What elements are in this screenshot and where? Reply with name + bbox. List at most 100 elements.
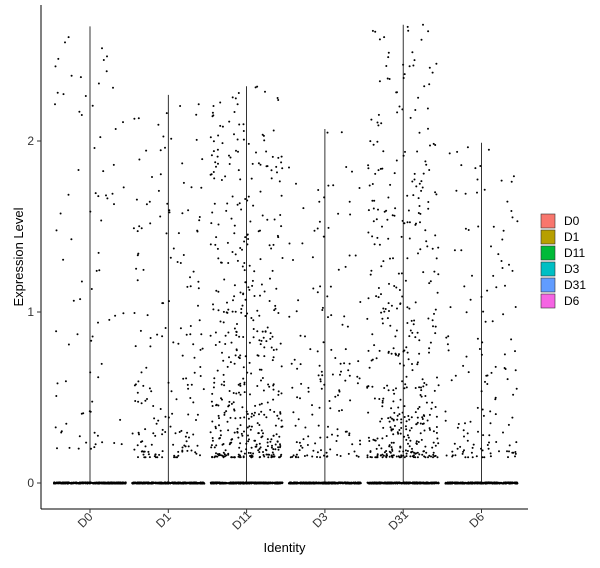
point-D3: [356, 382, 359, 385]
point-D11: [265, 150, 268, 153]
point-D11: [276, 97, 279, 99]
point-D11: [274, 448, 277, 451]
point-D31: [377, 481, 380, 484]
point-D1: [169, 482, 172, 485]
point-D3: [312, 482, 315, 485]
point-D31: [393, 172, 396, 175]
point-D1: [156, 456, 159, 459]
point-D11: [238, 357, 241, 360]
point-D11: [258, 339, 261, 342]
point-D31: [416, 416, 419, 419]
point-D11: [243, 240, 246, 243]
point-D31: [414, 387, 417, 389]
point-D11: [235, 334, 238, 337]
point-D3: [331, 373, 334, 376]
point-D0: [72, 482, 75, 485]
point-D31: [372, 207, 375, 210]
y-tick-label: 0: [27, 476, 34, 490]
point-D31: [411, 331, 414, 334]
point-D11: [222, 321, 225, 324]
point-D31: [387, 417, 390, 420]
point-D31: [423, 429, 426, 432]
point-D11: [277, 156, 280, 159]
point-D6: [462, 450, 465, 453]
point-D0: [102, 170, 105, 173]
point-D11: [217, 257, 220, 260]
point-D11: [228, 356, 230, 359]
point-D11: [217, 162, 219, 165]
x-tick-label: D1: [153, 510, 174, 531]
point-D11: [279, 443, 281, 446]
point-D0: [92, 482, 95, 485]
point-D31: [412, 194, 415, 197]
point-D31: [376, 140, 379, 143]
point-D11: [260, 402, 263, 405]
point-D31: [400, 235, 403, 238]
point-D31: [423, 382, 426, 384]
point-D11: [241, 248, 243, 251]
point-D11: [281, 425, 284, 428]
point-D31: [375, 295, 378, 298]
point-D1: [134, 400, 137, 402]
point-D11: [212, 386, 215, 389]
point-D11: [233, 327, 236, 330]
point-D1: [189, 333, 192, 336]
point-D31: [435, 415, 438, 418]
point-D1: [149, 337, 152, 339]
point-D3: [317, 424, 320, 427]
point-D11: [265, 449, 268, 452]
point-D31: [436, 376, 438, 379]
point-D3: [299, 482, 302, 485]
point-D11: [259, 343, 262, 346]
point-D11: [237, 150, 239, 153]
point-D1: [159, 215, 162, 218]
point-D31: [389, 183, 392, 186]
point-D31: [377, 287, 380, 289]
point-D31: [369, 140, 372, 143]
point-D31: [380, 122, 383, 125]
point-D6: [447, 349, 450, 352]
point-D11: [281, 257, 284, 259]
point-D6: [454, 454, 457, 457]
point-D6: [501, 267, 504, 269]
point-D31: [435, 426, 438, 428]
point-D11: [268, 453, 271, 456]
point-D3: [329, 448, 332, 451]
point-D3: [331, 433, 333, 436]
point-D6: [481, 456, 484, 459]
point-D1: [181, 354, 184, 357]
point-D3: [327, 425, 329, 428]
point-D11: [258, 424, 261, 426]
point-D31: [382, 260, 385, 263]
point-D1: [154, 456, 157, 459]
point-D31: [381, 399, 384, 402]
x-ticks: D0 D1 D11 D3 D31 D6: [75, 507, 487, 533]
point-D11: [272, 349, 275, 351]
point-D11: [239, 424, 242, 427]
point-D6: [482, 434, 485, 437]
point-D11: [220, 383, 223, 386]
point-D11: [246, 199, 249, 202]
point-D31: [394, 482, 397, 484]
point-D6: [476, 178, 479, 181]
point-D11: [274, 304, 277, 307]
point-D11: [233, 284, 236, 287]
point-D31: [392, 257, 394, 260]
point-D6: [451, 454, 454, 457]
point-D3: [318, 364, 321, 367]
point-D31: [382, 150, 385, 153]
point-D31: [378, 444, 381, 447]
point-D6: [489, 410, 492, 413]
point-D31: [366, 386, 369, 389]
y-ticks: 012: [27, 134, 41, 490]
point-D11: [215, 165, 217, 168]
point-D6: [481, 449, 484, 452]
point-D1: [199, 375, 202, 377]
point-D11: [277, 390, 280, 393]
point-D11: [277, 446, 280, 449]
point-D6: [503, 353, 506, 356]
point-D6: [516, 220, 519, 223]
point-D6: [449, 306, 452, 309]
point-D6: [484, 481, 487, 484]
point-D31: [421, 186, 424, 189]
